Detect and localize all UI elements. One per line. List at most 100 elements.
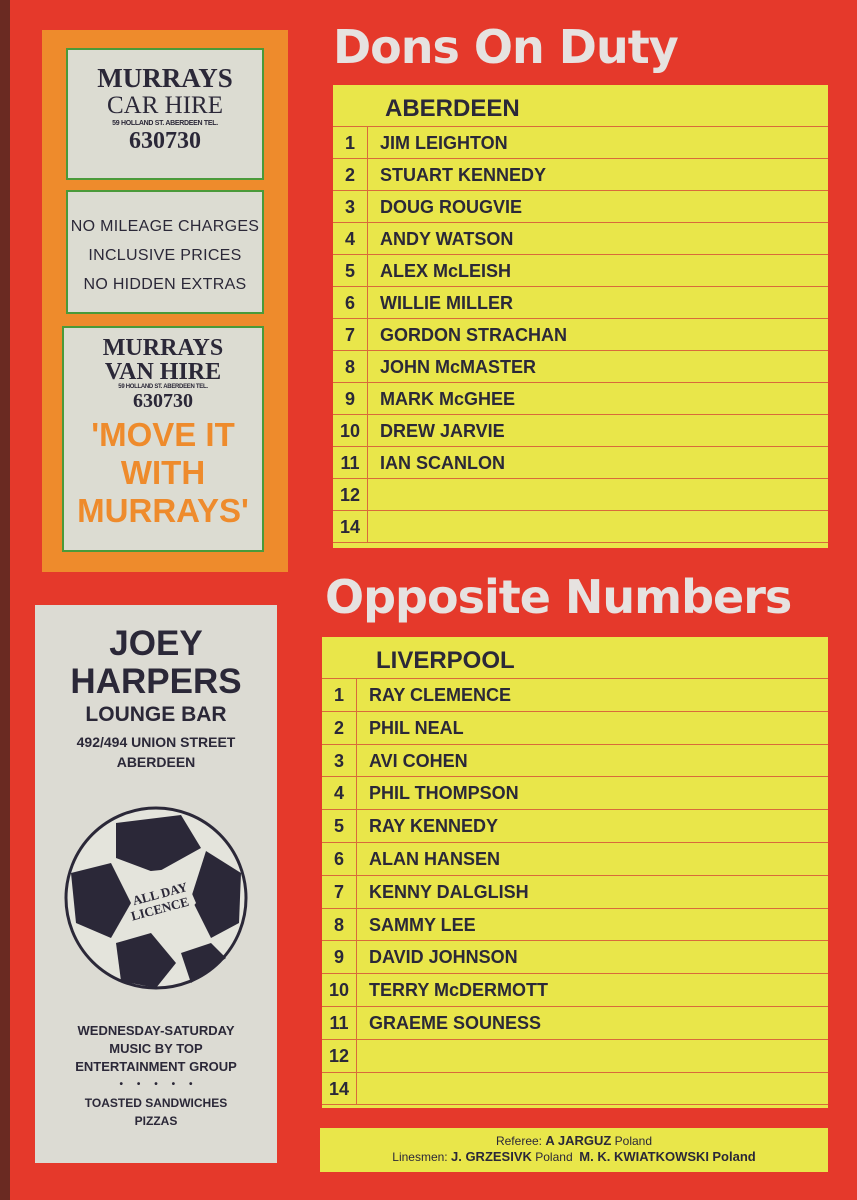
joey-address: ABERDEEN	[116, 754, 196, 770]
player-row: 12	[322, 1039, 828, 1073]
player-row: 5 RAY KENNEDY	[322, 810, 828, 843]
referee-label: Referee:	[495, 1134, 542, 1148]
player-name: DREW JARVIE	[380, 421, 505, 441]
player-row: 14	[333, 511, 828, 543]
linesman-name: M. K. KWIATKOWSKI	[579, 1149, 710, 1164]
player-row: 7 KENNY DALGLISH	[322, 875, 828, 909]
slogan-line: WITH	[120, 454, 206, 491]
player-name: JOHN McMASTER	[380, 357, 537, 377]
features-card: NO MILEAGE CHARGES INCLUSIVE PRICES NO H…	[66, 190, 264, 314]
shirt-number: 8	[322, 908, 357, 941]
home-team-name: ABERDEEN	[333, 85, 828, 127]
info-line: TOASTED SANDWICHES	[84, 1096, 228, 1110]
shirt-number: 11	[333, 447, 368, 478]
shirt-number: 3	[333, 191, 368, 222]
player-row: 11 IAN SCANLON	[333, 447, 828, 479]
shirt-number: 9	[322, 941, 357, 974]
player-row: 2 STUART KENNEDY	[333, 159, 828, 191]
player-row: 9 DAVID JOHNSON	[322, 941, 828, 975]
referee-name: A JARGUZ	[545, 1133, 612, 1148]
away-team-sheet: LIVERPOOL 1 RAY CLEMENCE 2 PHIL NEAL 3 AVI CO…	[322, 637, 828, 1108]
slogan: 'MOVE IT WITH MURRAYS'	[64, 416, 262, 530]
murrays-advert: MURRAYS CAR HIRE 59 HOLLAND ST. ABERDEEN…	[42, 30, 288, 572]
shirt-number: 12	[322, 1039, 357, 1072]
van-hire-title: MURRAYS	[102, 335, 224, 361]
shirt-number: 3	[322, 744, 357, 777]
van-hire-phone: 630730	[133, 390, 193, 412]
shirt-number: 2	[333, 159, 368, 190]
player-name: STUART KENNEDY	[380, 165, 547, 185]
info-line: MUSIC BY TOP	[109, 1041, 203, 1056]
car-hire-subtitle: CAR HIRE	[107, 92, 223, 119]
shirt-number: 5	[333, 255, 368, 286]
player-name: SAMMY LEE	[369, 914, 476, 935]
player-name	[368, 479, 380, 510]
linesman-name: J. GRZESIVK	[450, 1149, 532, 1164]
player-name: AVI COHEN	[369, 750, 468, 771]
player-name: ANDY WATSON	[380, 229, 514, 249]
slogan-line: 'MOVE IT	[91, 416, 235, 453]
player-row: 10 DREW JARVIE	[333, 415, 828, 447]
player-row: 4 ANDY WATSON	[333, 223, 828, 255]
player-name: IAN SCANLON	[380, 453, 505, 473]
home-heading: Dons On Duty	[333, 20, 679, 74]
player-row: 3 AVI COHEN	[322, 744, 828, 778]
dots-divider: • • • • •	[119, 1079, 193, 1090]
player-name: PHIL THOMPSON	[369, 783, 519, 804]
away-team-name: LIVERPOOL	[322, 637, 828, 679]
player-name: WILLIE MILLER	[380, 293, 513, 313]
joey-name: JOEY	[109, 624, 203, 663]
player-name: RAY KENNEDY	[369, 816, 499, 837]
van-hire-address: 59 HOLLAND ST. ABERDEEN TEL.	[118, 384, 208, 390]
feature-text: NO HIDDEN EXTRAS	[83, 276, 247, 293]
player-row: 14	[322, 1072, 828, 1106]
joey-address: 492/494 UNION STREET	[76, 734, 236, 750]
linesman-country: Poland	[535, 1150, 573, 1164]
shirt-number: 8	[333, 351, 368, 382]
player-row: 11 GRAEME SOUNESS	[322, 1006, 828, 1040]
slogan-line: MURRAYS'	[77, 492, 249, 529]
shirt-number: 4	[322, 777, 357, 810]
player-name: ALEX McLEISH	[380, 261, 512, 281]
player-row: 4 PHIL THOMPSON	[322, 777, 828, 811]
player-name	[357, 1073, 369, 1105]
player-name: JIM LEIGHTON	[380, 133, 508, 153]
player-row: 1 RAY CLEMENCE	[322, 679, 828, 712]
player-row: 1 JIM LEIGHTON	[333, 127, 828, 159]
linesmen-label: Linesmen:	[392, 1150, 448, 1164]
van-hire-subtitle: VAN HIRE	[104, 359, 222, 385]
home-team-sheet: ABERDEEN 1 JIM LEIGHTON 2 STUART KENNEDY 3 DO…	[333, 85, 828, 548]
player-name: RAY CLEMENCE	[369, 685, 512, 705]
shirt-number: 10	[322, 974, 357, 1006]
shirt-number: 4	[333, 223, 368, 254]
player-row: 2 PHIL NEAL	[322, 711, 828, 745]
shirt-number: 14	[333, 511, 368, 542]
player-name: GORDON STRACHAN	[380, 325, 567, 345]
joey-info: WEDNESDAY-SATURDAY MUSIC BY TOP ENTERTAI…	[35, 1022, 277, 1130]
football-icon: ALL DAY LICENCE	[64, 806, 248, 990]
info-line: ENTERTAINMENT GROUP	[75, 1059, 237, 1074]
player-name	[368, 511, 380, 542]
car-hire-card: MURRAYS CAR HIRE 59 HOLLAND ST. ABERDEEN…	[66, 48, 264, 180]
joey-name: HARPERS	[70, 662, 242, 701]
player-name: MARK McGHEE	[380, 389, 516, 409]
player-name: TERRY McDERMOTT	[369, 980, 549, 1001]
page-edge	[0, 0, 10, 1200]
shirt-number: 6	[322, 842, 357, 875]
player-name: KENNY DALGLISH	[369, 881, 529, 902]
player-name: DOUG ROUGVIE	[380, 197, 523, 217]
shirt-number: 11	[322, 1006, 357, 1039]
shirt-number: 5	[322, 810, 357, 842]
player-row: 6 ALAN HANSEN	[322, 842, 828, 876]
player-name: GRAEME SOUNESS	[369, 1012, 542, 1033]
away-heading: Opposite Numbers	[325, 570, 792, 624]
referee-country: Poland	[614, 1134, 653, 1148]
shirt-number: 10	[333, 415, 368, 446]
player-name: PHIL NEAL	[369, 717, 464, 738]
joey-harpers-advert: JOEY HARPERS LOUNGE BAR 492/494 UNION ST…	[35, 605, 277, 1163]
feature-text: INCLUSIVE PRICES	[88, 247, 242, 264]
player-row: 12	[333, 479, 828, 511]
shirt-number: 12	[333, 479, 368, 510]
shirt-number: 7	[322, 875, 357, 908]
player-row: 7 GORDON STRACHAN	[333, 319, 828, 351]
